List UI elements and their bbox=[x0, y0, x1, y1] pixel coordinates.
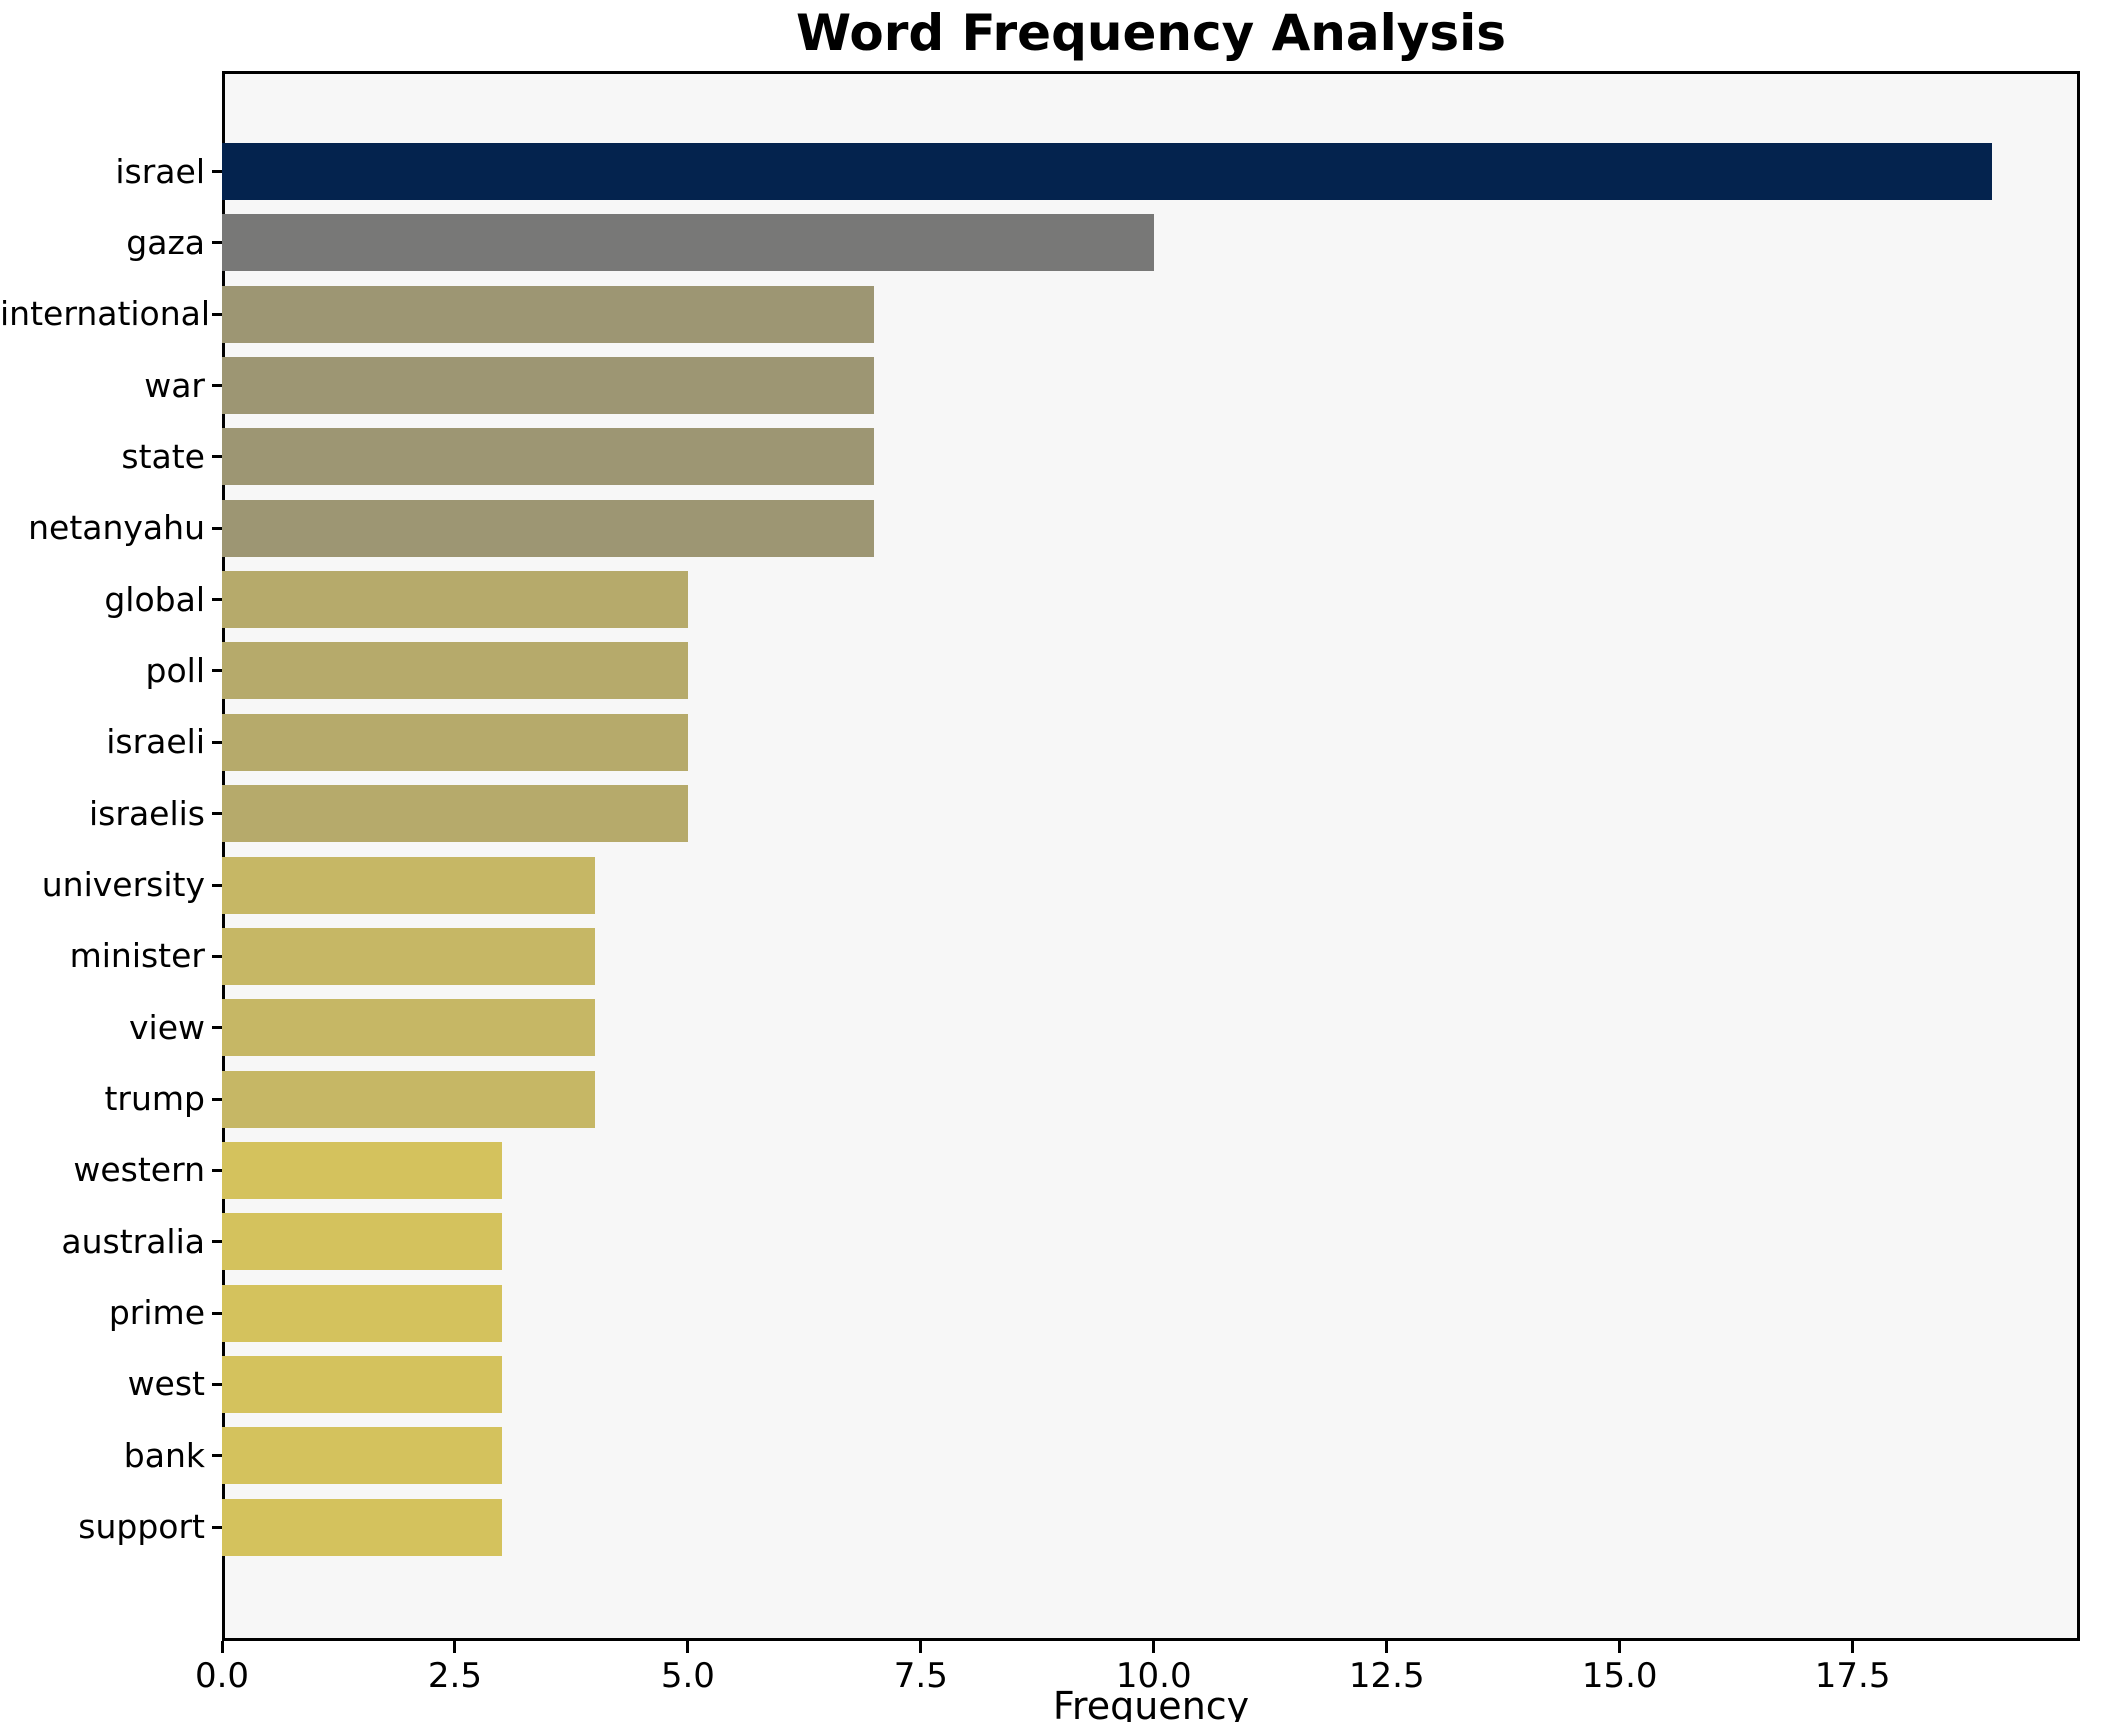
bar-war bbox=[222, 357, 875, 415]
x-tick-label-10.0: 10.0 bbox=[1115, 1656, 1192, 1696]
x-tick-mark bbox=[453, 1641, 457, 1653]
y-tick-label-west: west bbox=[127, 1364, 205, 1404]
bar-west bbox=[222, 1355, 502, 1413]
bar-gaza bbox=[222, 214, 1154, 272]
y-tick-mark bbox=[212, 384, 222, 388]
y-tick-mark bbox=[212, 312, 222, 316]
y-tick-label-israelis: israelis bbox=[89, 793, 205, 833]
y-tick-mark bbox=[212, 1168, 222, 1172]
x-tick-label-5.0: 5.0 bbox=[660, 1656, 715, 1696]
y-tick-label-minister: minister bbox=[69, 936, 205, 976]
bar-israel bbox=[222, 143, 1993, 200]
y-tick-mark bbox=[212, 598, 222, 602]
y-tick-mark bbox=[212, 1382, 222, 1386]
bar-trump bbox=[222, 1070, 595, 1128]
x-axis-label: Frequency bbox=[1052, 1684, 1250, 1722]
y-tick-mark bbox=[212, 526, 222, 530]
bar-israelis bbox=[222, 785, 688, 843]
y-tick-mark bbox=[212, 1026, 222, 1030]
x-tick-label-17.5: 17.5 bbox=[1814, 1656, 1891, 1696]
y-tick-label-war: war bbox=[144, 365, 205, 405]
bar-international bbox=[222, 285, 875, 343]
y-tick-mark bbox=[212, 1240, 222, 1244]
y-tick-mark bbox=[212, 740, 222, 744]
x-tick-mark bbox=[1851, 1641, 1855, 1653]
bar-netanyahu bbox=[222, 499, 875, 557]
y-tick-mark bbox=[212, 241, 222, 245]
y-tick-label-gaza: gaza bbox=[126, 222, 205, 262]
bar-view bbox=[222, 999, 595, 1057]
x-tick-label-2.5: 2.5 bbox=[427, 1656, 482, 1696]
y-tick-label-university: university bbox=[41, 865, 205, 904]
y-tick-mark bbox=[212, 1525, 222, 1529]
y-tick-label-australia: australia bbox=[61, 1221, 205, 1261]
y-tick-label-poll: poll bbox=[145, 650, 205, 690]
y-tick-label-trump: trump bbox=[104, 1079, 205, 1119]
bar-australia bbox=[222, 1213, 502, 1271]
y-tick-mark bbox=[212, 170, 222, 173]
x-tick-label-15.0: 15.0 bbox=[1581, 1656, 1658, 1696]
x-tick-label-0.0: 0.0 bbox=[194, 1656, 250, 1696]
y-tick-mark bbox=[212, 883, 222, 887]
y-tick-mark bbox=[212, 1454, 222, 1458]
bar-university bbox=[222, 856, 595, 914]
y-tick-mark bbox=[212, 1311, 222, 1315]
x-tick-mark bbox=[1385, 1641, 1389, 1653]
y-tick-mark bbox=[212, 812, 222, 816]
y-tick-mark bbox=[212, 1097, 222, 1101]
x-tick-mark bbox=[919, 1641, 923, 1653]
y-tick-label-western: western bbox=[73, 1150, 205, 1190]
y-tick-mark bbox=[212, 669, 222, 673]
y-tick-mark bbox=[212, 954, 222, 958]
x-tick-mark bbox=[1618, 1641, 1622, 1653]
y-tick-label-international: international bbox=[0, 294, 211, 334]
bar-israeli bbox=[222, 713, 688, 771]
x-tick-mark bbox=[686, 1641, 690, 1653]
bar-prime bbox=[222, 1284, 502, 1342]
bar-poll bbox=[222, 642, 688, 700]
y-tick-label-state: state bbox=[121, 436, 205, 476]
y-tick-label-prime: prime bbox=[108, 1293, 205, 1333]
bar-minister bbox=[222, 927, 595, 985]
bar-bank bbox=[222, 1427, 502, 1485]
y-tick-mark bbox=[212, 455, 222, 459]
y-tick-label-israel: israel bbox=[115, 151, 205, 191]
bar-western bbox=[222, 1141, 502, 1199]
chart-title: Word Frequency Analysis bbox=[795, 4, 1507, 62]
y-tick-label-global: global bbox=[104, 579, 205, 619]
y-tick-label-israeli: israeli bbox=[106, 722, 205, 762]
x-tick-mark bbox=[1152, 1641, 1156, 1653]
x-tick-mark bbox=[220, 1641, 224, 1653]
bar-state bbox=[222, 428, 875, 486]
y-tick-label-support: support bbox=[78, 1507, 205, 1547]
x-tick-label-7.5: 7.5 bbox=[893, 1656, 948, 1696]
y-tick-label-netanyahu: netanyahu bbox=[28, 508, 205, 548]
y-tick-label-view: view bbox=[129, 1007, 205, 1047]
x-tick-label-12.5: 12.5 bbox=[1348, 1656, 1425, 1696]
bar-support bbox=[222, 1498, 502, 1556]
bar-global bbox=[222, 571, 688, 629]
y-tick-label-bank: bank bbox=[123, 1435, 205, 1475]
